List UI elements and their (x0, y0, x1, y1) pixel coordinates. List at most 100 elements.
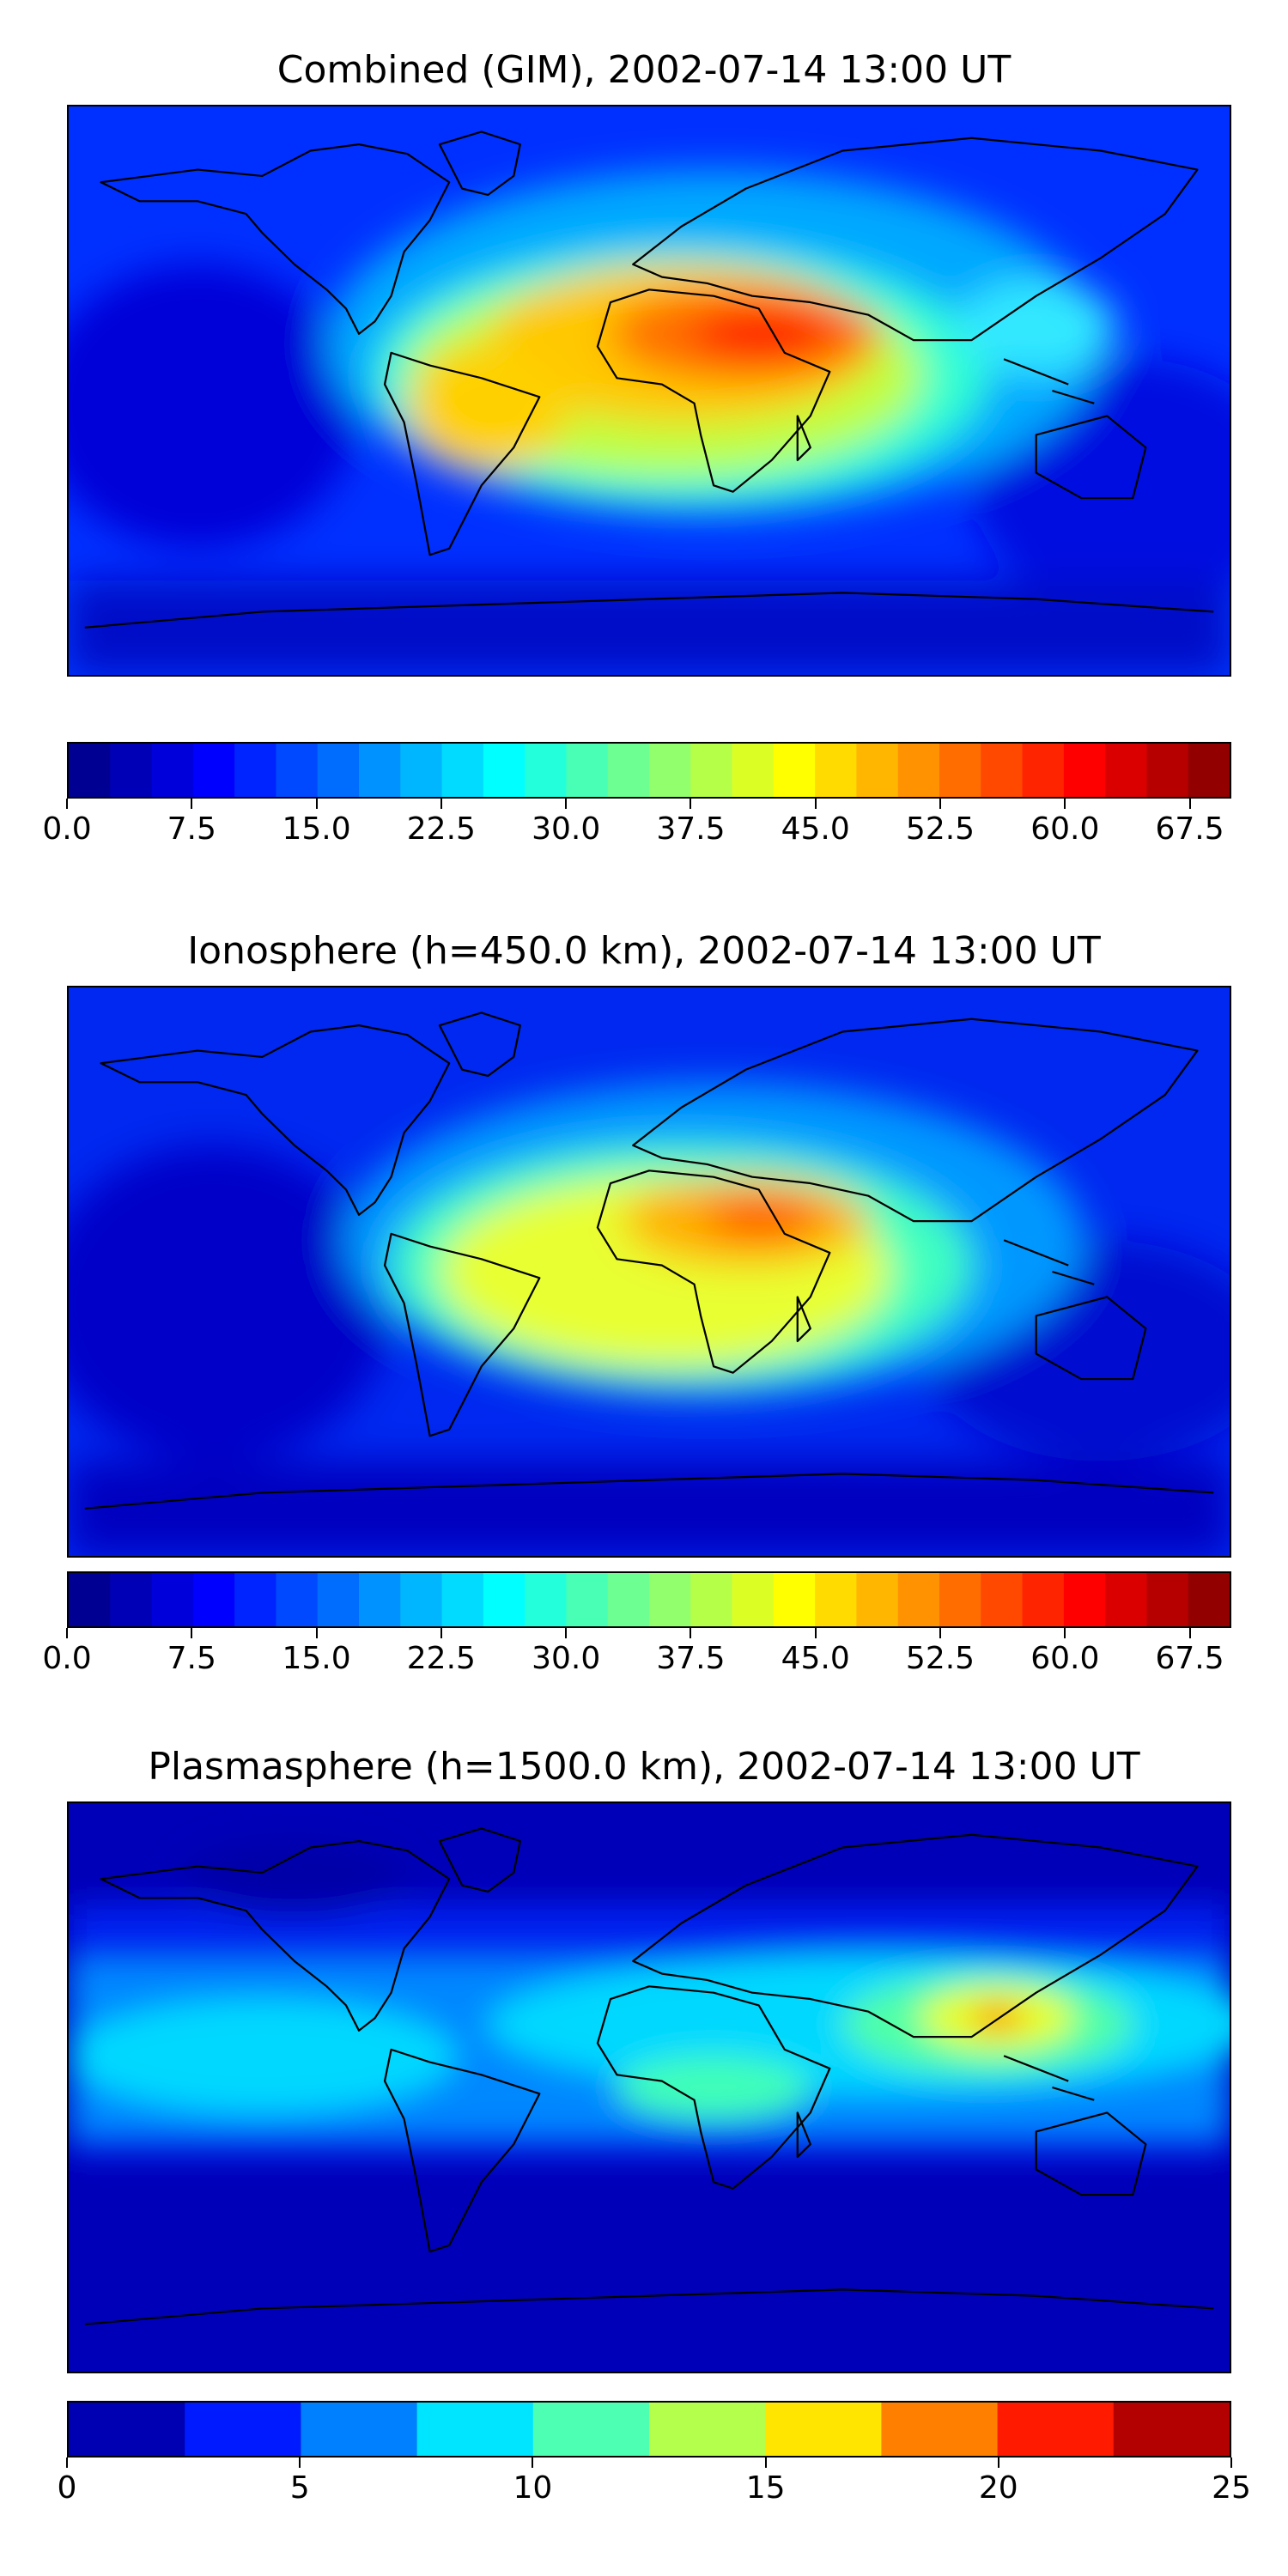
colorbar-segment (607, 744, 650, 797)
colorbar-segment (301, 2403, 418, 2456)
colorbar-tick-label: 52.5 (905, 1641, 975, 1676)
colorbar-segment (317, 744, 360, 797)
colorbar-segment (525, 744, 568, 797)
colorbar-tick-label: 5 (289, 2470, 310, 2506)
map-plasmasphere (67, 1801, 1231, 2373)
colorbar-tick (299, 2458, 301, 2468)
colorbar-tick-label: 15.0 (282, 811, 351, 847)
colorbar-segment (185, 2403, 302, 2456)
colorbar-segment (1188, 744, 1230, 797)
colorbar-segment (359, 744, 402, 797)
colorbar-tick (315, 799, 318, 809)
colorbar-tick (814, 799, 817, 809)
colorbar-segment (69, 2403, 186, 2456)
colorbar-tick-label: 67.5 (1155, 811, 1224, 847)
colorbar-tick (565, 799, 568, 809)
colorbar-segment (234, 1573, 277, 1626)
colorbar-segment (276, 1573, 319, 1626)
colorbar-tick-label: 45.0 (781, 811, 850, 847)
map-combined (67, 105, 1231, 677)
colorbar-segment (69, 1573, 112, 1626)
colorbar-segment (151, 744, 194, 797)
colorbar-segment (649, 744, 692, 797)
colorbar-segment (649, 1573, 692, 1626)
colorbar-segment (317, 1573, 360, 1626)
colorbar-segment (773, 1573, 816, 1626)
colorbar-segment (151, 1573, 194, 1626)
colorbar-tick (1230, 2458, 1232, 2468)
colorbar-tick (1188, 799, 1191, 809)
colorbar-tick (315, 1628, 318, 1638)
colorbar-plasmasphere (67, 2401, 1231, 2458)
colorbar-segment (110, 744, 153, 797)
colorbar-tick-label: 25 (1212, 2470, 1251, 2506)
colorbar-tick (191, 1628, 193, 1638)
colorbar-tick (440, 1628, 442, 1638)
colorbar-segment (1146, 744, 1189, 797)
colorbar-segment (192, 1573, 235, 1626)
colorbar-segment (815, 744, 858, 797)
colorbar-tick (939, 1628, 941, 1638)
colorbar-tick (690, 1628, 692, 1638)
colorbar-ticks-plasmasphere: 0 5 10 15 20 25 (58, 2458, 1251, 2509)
colorbar-segment (997, 2403, 1115, 2456)
colorbar-segment (400, 744, 443, 797)
colorbar-segment (69, 744, 112, 797)
colorbar-tick (939, 799, 941, 809)
colorbar-tick-label: 7.5 (167, 1641, 216, 1676)
colorbar-tick-label: 60.0 (1030, 811, 1100, 847)
colorbar-segment (566, 744, 609, 797)
colorbar-segment (897, 744, 940, 797)
colorbar-segment (981, 744, 1024, 797)
colorbar-segment (441, 1573, 484, 1626)
colorbar-segment (1105, 744, 1148, 797)
colorbar-segment (1105, 1573, 1148, 1626)
colorbar-tick-label: 45.0 (781, 1641, 850, 1676)
colorbar-segment (607, 1573, 650, 1626)
colorbar-tick (66, 2458, 68, 2468)
colorbar-segment (532, 2403, 650, 2456)
colorbar-tick (764, 2458, 767, 2468)
colorbar-tick (532, 2458, 534, 2468)
colorbar-tick (1188, 1628, 1191, 1638)
map-ionosphere (67, 986, 1231, 1558)
colorbar-ticks-combined: 0.0 7.5 15.0 22.5 30.0 37.5 45.0 52.5 60.0 67.5 (42, 799, 1231, 850)
colorbar-tick-label: 7.5 (167, 811, 216, 847)
colorbar-segment (441, 744, 484, 797)
colorbar-tick-label: 22.5 (406, 811, 476, 847)
colorbar-tick-label: 30.0 (532, 1641, 601, 1676)
colorbar-segment (732, 1573, 775, 1626)
colorbar-tick-label: 15 (745, 2470, 786, 2506)
colorbar-tick-label: 30.0 (532, 811, 601, 847)
colorbar-segment (856, 744, 899, 797)
colorbar-tick-label: 10 (513, 2470, 553, 2506)
colorbar-segment (1022, 1573, 1065, 1626)
colorbar-segment (483, 744, 526, 797)
colorbar-segment (1113, 2403, 1230, 2456)
colorbar-segment (416, 2403, 534, 2456)
colorbar-tick (1064, 1628, 1066, 1638)
colorbar-tick-label: 22.5 (406, 1641, 476, 1676)
colorbar-segment (1146, 1573, 1189, 1626)
colorbar-segment (525, 1573, 568, 1626)
colorbar-tick-label: 67.5 (1155, 1641, 1224, 1676)
colorbar-segment (981, 1573, 1024, 1626)
colorbar-tick (690, 799, 692, 809)
colorbar-segment (566, 1573, 609, 1626)
colorbar-segment (649, 2403, 767, 2456)
colorbar-segment (939, 1573, 982, 1626)
colorbar-ionosphere (67, 1571, 1231, 1628)
colorbar-segment (359, 1573, 402, 1626)
colorbar-segment (773, 744, 816, 797)
colorbar-tick (440, 799, 442, 809)
colorbar-segment (1188, 1573, 1230, 1626)
colorbar-segment (276, 744, 319, 797)
colorbar-segment (400, 1573, 443, 1626)
colorbar-tick-label: 0.0 (42, 811, 92, 847)
colorbar-tick (66, 1628, 68, 1638)
colorbar-tick (814, 1628, 817, 1638)
colorbar-segment (110, 1573, 153, 1626)
colorbar-segment (483, 1573, 526, 1626)
colorbar-segment (1022, 744, 1065, 797)
colorbar-tick (565, 1628, 568, 1638)
